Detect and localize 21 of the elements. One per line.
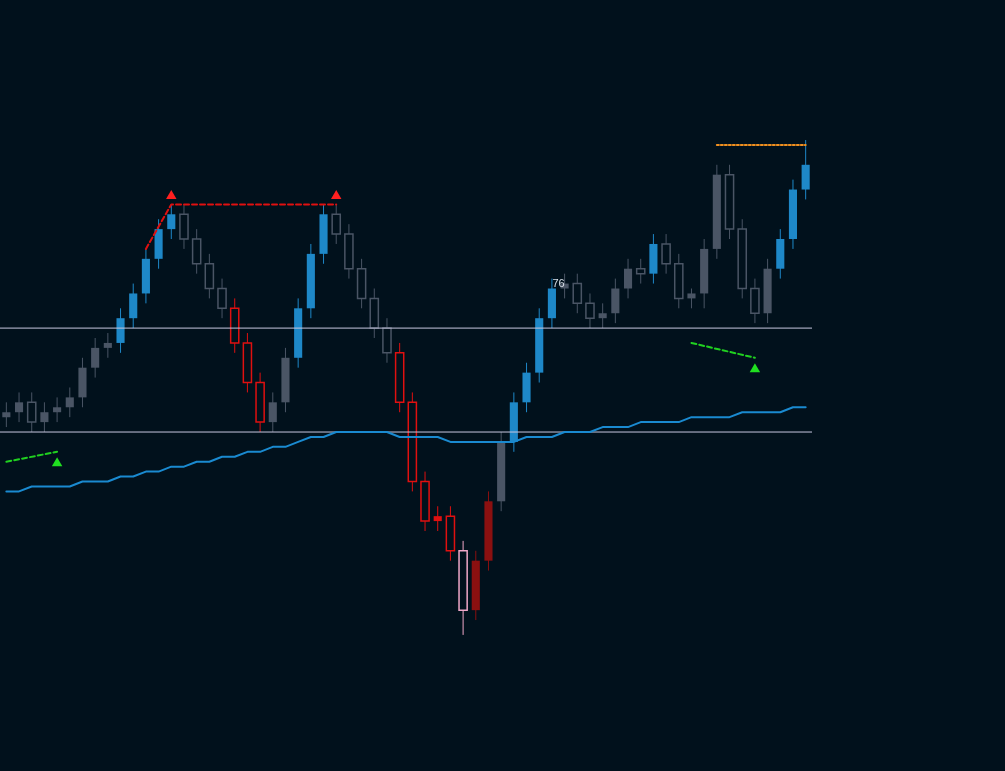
candlestick	[661, 233, 671, 275]
candlestick	[433, 505, 442, 532]
candlestick	[53, 396, 62, 423]
candlestick	[40, 401, 49, 433]
candlestick	[687, 288, 696, 309]
candlestick	[167, 203, 176, 240]
candlestick	[585, 292, 595, 329]
candlestick	[91, 337, 100, 379]
annotation: 76	[552, 276, 565, 289]
candlestick	[598, 302, 607, 329]
candlestick	[623, 258, 633, 299]
candlestick	[217, 278, 227, 319]
candlestick	[635, 258, 646, 285]
candlestick	[14, 391, 24, 423]
candlestick	[268, 391, 277, 433]
candlestick	[65, 386, 74, 418]
candlestick	[331, 203, 342, 245]
candlestick	[103, 332, 112, 359]
candlestick	[572, 273, 583, 314]
candlestick	[2, 401, 11, 428]
candlestick	[26, 391, 37, 433]
